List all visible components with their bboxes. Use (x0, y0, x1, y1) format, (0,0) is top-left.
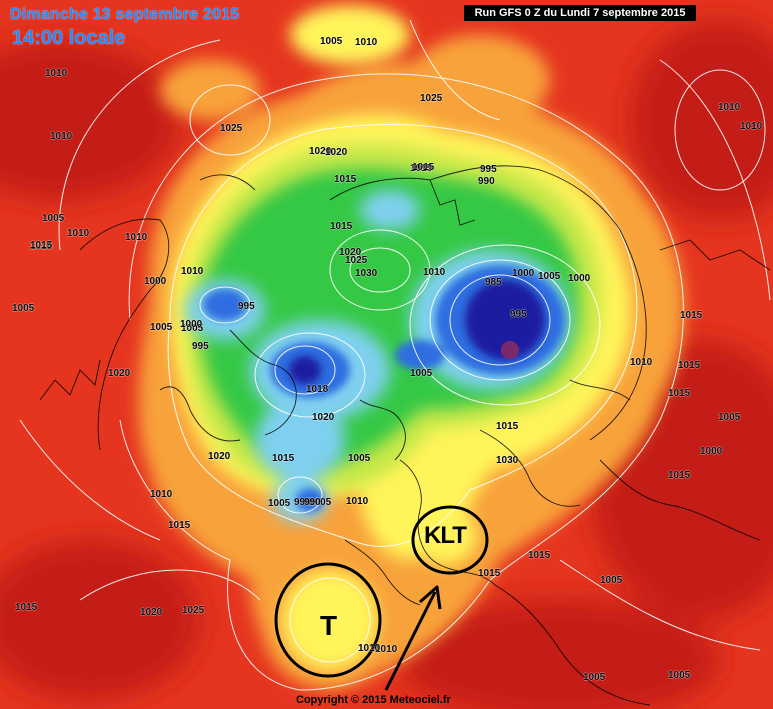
circle-annotation-klt (411, 505, 489, 575)
pressure-label: 1005 (600, 575, 623, 586)
pressure-label: 1010 (423, 267, 446, 278)
pressure-label: 1018 (306, 384, 329, 395)
pressure-label: 1025 (220, 123, 243, 134)
pressure-label: 1015 (528, 550, 551, 561)
pressure-label: 1015 (30, 240, 53, 251)
pressure-label: 1000 (512, 268, 535, 279)
pressure-label: 1005 (12, 303, 35, 314)
pressure-label: 990 (478, 176, 495, 187)
pressure-label: 1005 (348, 453, 371, 464)
low-pressure-core (501, 341, 519, 359)
pressure-label: 1005 (538, 271, 561, 282)
pressure-label: 1030 (496, 455, 519, 466)
pressure-label: 1000 (144, 276, 167, 287)
pressure-label: 1005 (583, 672, 606, 683)
pressure-label: 995 (192, 341, 209, 352)
pressure-label: 1005 (410, 368, 433, 379)
pressure-label: 1020 (339, 247, 362, 258)
pressure-label: 1015 (410, 163, 433, 174)
pressure-label: 1015 (668, 388, 691, 399)
pressure-label: 1020 (208, 451, 231, 462)
pressure-label: 1005 (268, 498, 291, 509)
pressure-label: 995 (480, 164, 497, 175)
pressure-label: 1010 (718, 102, 741, 113)
pressure-label: 1020 (309, 146, 332, 157)
pressure-label: 1010 (355, 37, 378, 48)
pressure-label: 1015 (334, 174, 357, 185)
forecast-local-time: 14:00 locale (12, 27, 126, 49)
pressure-label: 1025 (345, 255, 368, 266)
arrow-shaft (384, 591, 437, 691)
pressure-label: 1015 (680, 310, 703, 321)
pressure-label: 1010 (125, 232, 148, 243)
pressure-label: 1000 (568, 273, 591, 284)
pressure-label: 1030 (355, 268, 378, 279)
pressure-label: 1005 (320, 36, 343, 47)
pressure-label: 1000 (700, 446, 723, 457)
annotation-label-t: T (320, 610, 338, 641)
pressure-label: 1005 (668, 670, 691, 681)
pressure-label: 1015 (496, 421, 519, 432)
pressure-label: 1010 (630, 357, 653, 368)
pressure-label: 1010 (181, 266, 204, 277)
pressure-label: 1010 (45, 68, 68, 79)
model-run-info: Run GFS 0 Z du Lundi 7 septembre 2015 (464, 5, 696, 21)
circle-annotation-t (274, 562, 382, 678)
pressure-label: 1005 (42, 213, 65, 224)
pressure-label: 990 (304, 497, 321, 508)
forecast-date: Dimanche 13 septembre 2015 (10, 6, 240, 23)
pressure-label: 1005 (181, 323, 204, 334)
coastlines (39, 165, 771, 706)
pressure-label: 1015 (30, 241, 53, 252)
pressure-label: 1020 (312, 412, 335, 423)
pressure-label: 1010 (375, 644, 398, 655)
deep-red-zones (0, 20, 773, 709)
pressure-label: 1015 (478, 568, 501, 579)
pressure-label: 1005 (309, 497, 332, 508)
pressure-label: 1010 (50, 131, 73, 142)
pressure-label: 1010 (346, 496, 369, 507)
pressure-label: 1005 (718, 412, 741, 423)
pressure-label: 985 (485, 277, 502, 288)
pressure-label: 1020 (325, 147, 348, 158)
pressure-label: 1005 (150, 322, 173, 333)
pressure-label: 1010 (358, 643, 381, 654)
pressure-label: 1015 (668, 470, 691, 481)
copyright-notice: Copyright © 2015 Meteociel.fr (296, 694, 451, 706)
annotation-label-klt: KLT (424, 522, 467, 549)
deep-blue-zone (289, 280, 545, 384)
pressure-label: 1000 (180, 319, 203, 330)
pressure-label: 1015 (272, 453, 295, 464)
hand-drawn-annotations (274, 505, 489, 691)
pressure-label: 1020 (108, 368, 131, 379)
arrow-head (419, 585, 442, 610)
pressure-label: 1010 (740, 121, 763, 132)
pressure-label: 1010 (67, 228, 90, 239)
pressure-label: 1025 (420, 93, 443, 104)
pressure-label: 1025 (182, 605, 205, 616)
pressure-label: 1020 (140, 607, 163, 618)
pressure-label: 1015 (15, 602, 38, 613)
pressure-label: 995 (238, 301, 255, 312)
pressure-label: 1015 (330, 221, 353, 232)
pressure-label: 1015 (168, 520, 191, 531)
pressure-label: 995 (510, 309, 527, 320)
pressure-label: 990 (294, 497, 311, 508)
pressure-label: 1015 (412, 162, 435, 173)
isobars (19, 19, 771, 691)
pressure-label: 1010 (150, 489, 173, 500)
pressure-label: 1015 (678, 360, 701, 371)
